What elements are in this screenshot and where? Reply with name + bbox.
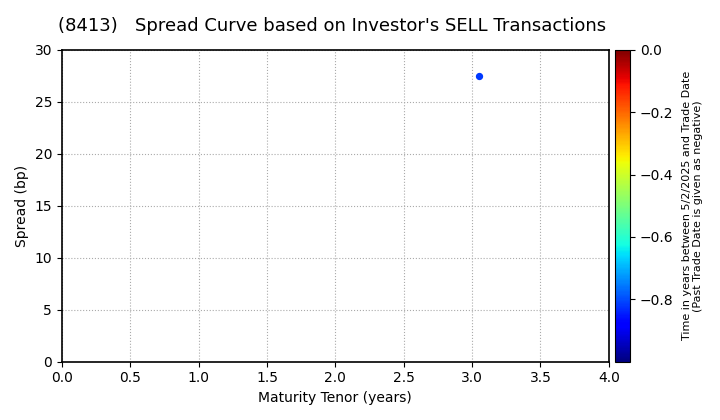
Y-axis label: Spread (bp): Spread (bp) <box>15 165 29 247</box>
X-axis label: Maturity Tenor (years): Maturity Tenor (years) <box>258 391 413 405</box>
Point <box>473 73 485 79</box>
Text: (8413)   Spread Curve based on Investor's SELL Transactions: (8413) Spread Curve based on Investor's … <box>58 17 606 35</box>
Y-axis label: Time in years between 5/2/2025 and Trade Date
(Past Trade Date is given as negat: Time in years between 5/2/2025 and Trade… <box>682 71 703 341</box>
